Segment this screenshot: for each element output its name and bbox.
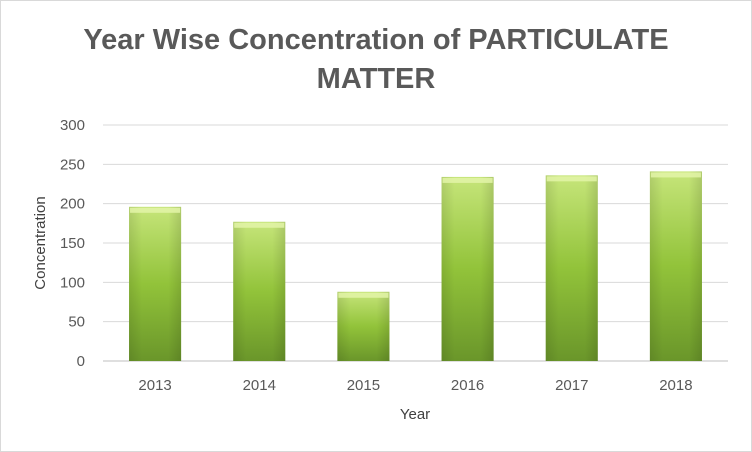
- gridlines: [103, 124, 728, 362]
- bar-top-highlight: [650, 172, 701, 178]
- x-tick-label: 2013: [138, 377, 171, 394]
- bar-top-highlight: [546, 176, 597, 182]
- x-tick-label: 2015: [347, 377, 380, 394]
- chart-title-line-2: MATTER: [317, 63, 436, 95]
- bar-top-highlight: [338, 292, 389, 298]
- bar-2017: [545, 175, 598, 361]
- x-tick-label: 2014: [243, 377, 276, 394]
- chart-title-line-1: Year Wise Concentration of PARTICULATE: [83, 24, 668, 56]
- y-tick-label: 150: [60, 235, 85, 252]
- bar-shade: [545, 175, 598, 361]
- x-tick-label: 2017: [555, 377, 588, 394]
- bar-2014: [233, 221, 286, 361]
- bar-shade: [233, 221, 286, 361]
- bar-2018: [649, 171, 702, 361]
- x-axis-ticks: 2013 2014 2015 2016 2017 2018: [138, 377, 692, 394]
- bar-shade: [649, 171, 702, 361]
- bar-2016: [441, 176, 494, 361]
- bars: [129, 171, 702, 361]
- x-tick-label: 2016: [451, 377, 484, 394]
- y-tick-label: 300: [60, 117, 85, 134]
- x-tick-label: 2018: [659, 377, 692, 394]
- bar-shade: [337, 291, 390, 361]
- y-tick-label: 250: [60, 156, 85, 173]
- bar-2013: [129, 206, 182, 361]
- y-tick-label: 0: [77, 353, 85, 370]
- y-tick-label: 200: [60, 196, 85, 213]
- y-tick-label: 50: [68, 314, 85, 331]
- y-axis-ticks: 0 50 100 150 200 250 300: [60, 117, 85, 370]
- bar-top-highlight: [130, 207, 181, 213]
- bar-top-highlight: [234, 222, 285, 228]
- bar-shade: [129, 206, 182, 361]
- y-axis-label: Concentration: [32, 196, 49, 289]
- y-tick-label: 100: [60, 274, 85, 291]
- x-axis-label: Year: [400, 406, 430, 423]
- bar-2015: [337, 291, 390, 361]
- bar-shade: [441, 176, 494, 361]
- bar-top-highlight: [442, 177, 493, 183]
